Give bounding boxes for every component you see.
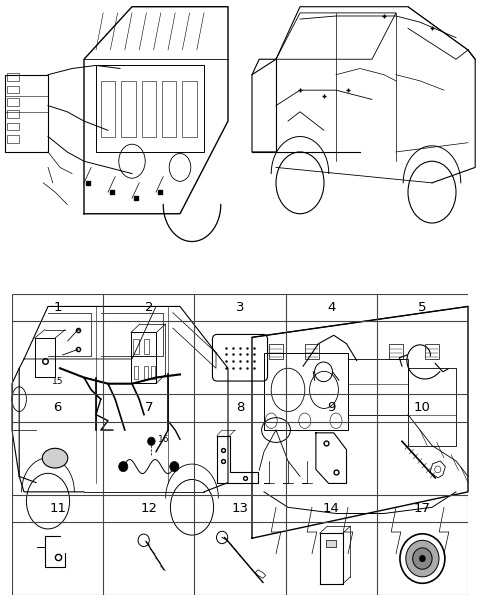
Bar xyxy=(7,98,19,106)
Text: 15: 15 xyxy=(52,377,63,386)
Bar xyxy=(121,81,135,136)
Bar xyxy=(425,344,439,359)
Text: 13: 13 xyxy=(231,502,249,515)
Bar xyxy=(144,366,148,379)
Circle shape xyxy=(119,461,128,472)
Text: 17: 17 xyxy=(414,502,431,515)
Bar xyxy=(96,65,204,152)
Bar xyxy=(134,366,138,379)
Circle shape xyxy=(406,540,439,577)
Circle shape xyxy=(413,548,432,569)
Text: 16: 16 xyxy=(158,436,169,445)
Bar xyxy=(151,366,155,379)
Bar xyxy=(326,540,336,547)
Text: 8: 8 xyxy=(236,401,244,415)
Text: 12: 12 xyxy=(140,502,157,515)
Bar xyxy=(7,135,19,143)
Bar xyxy=(144,340,149,353)
Bar xyxy=(101,81,115,136)
Bar xyxy=(7,73,19,81)
Ellipse shape xyxy=(42,448,68,468)
Text: 3: 3 xyxy=(236,301,244,314)
Text: 6: 6 xyxy=(53,401,62,415)
Bar xyxy=(142,81,156,136)
Bar xyxy=(7,86,19,93)
Bar xyxy=(182,81,197,136)
Bar xyxy=(133,340,139,353)
Bar xyxy=(269,344,283,359)
Text: 14: 14 xyxy=(323,502,340,515)
Bar xyxy=(305,344,319,359)
Bar xyxy=(389,344,403,359)
Text: 5: 5 xyxy=(418,301,427,314)
Text: 2: 2 xyxy=(144,301,153,314)
Circle shape xyxy=(147,437,155,446)
Bar xyxy=(264,353,348,430)
Text: 1: 1 xyxy=(53,301,62,314)
Bar xyxy=(408,368,456,445)
Circle shape xyxy=(170,461,179,472)
Bar xyxy=(162,81,176,136)
Bar xyxy=(348,359,408,415)
Circle shape xyxy=(420,555,425,562)
Bar xyxy=(7,122,19,130)
Text: 11: 11 xyxy=(49,502,66,515)
Text: 7: 7 xyxy=(144,401,153,415)
Text: 10: 10 xyxy=(414,401,431,415)
Text: 9: 9 xyxy=(327,401,336,415)
Text: 4: 4 xyxy=(327,301,336,314)
Bar xyxy=(7,110,19,118)
Bar xyxy=(5,75,48,152)
